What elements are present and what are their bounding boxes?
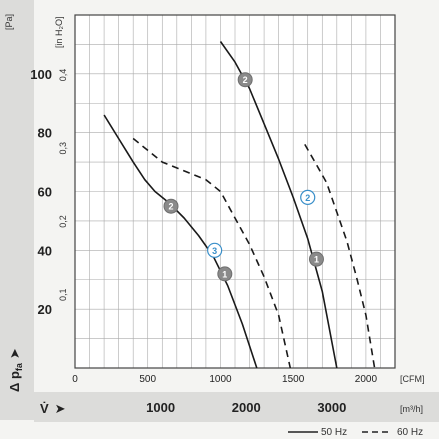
- marker-4: 2: [238, 73, 252, 87]
- y-secondary-tick-label: 0,2: [58, 215, 68, 228]
- marker-1: 1: [218, 267, 232, 281]
- y-tick-label: 60: [38, 185, 52, 200]
- x-secondary-tick-label: 1000: [146, 400, 175, 415]
- legend-label-dashed: 60 Hz: [397, 427, 423, 438]
- marker-6: 2: [301, 190, 315, 204]
- marker-label: 1: [222, 269, 227, 279]
- y-secondary-tick-label: 0,1: [58, 288, 68, 301]
- x-tick-label: 500: [139, 374, 156, 385]
- x-secondary-tick-label: 2000: [232, 400, 261, 415]
- marker-label: 2: [305, 193, 310, 203]
- x-tick-label: 1000: [209, 374, 232, 385]
- y-secondary-tick-label: 0,3: [58, 142, 68, 155]
- marker-label: 1: [314, 255, 319, 265]
- x-primary-unit: [CFM]: [400, 374, 425, 384]
- x-tick-label: 0: [72, 374, 78, 385]
- x-tick-label: 2000: [355, 374, 378, 385]
- y-tick-label: 100: [30, 67, 52, 82]
- y-secondary-unit: [in H₂O]: [54, 17, 64, 49]
- marker-5: 1: [309, 252, 323, 266]
- marker-2: 2: [164, 199, 178, 213]
- x-tick-label: 1500: [282, 374, 305, 385]
- x-secondary-unit: [m³/h]: [400, 404, 423, 414]
- marker-3: 3: [208, 243, 222, 257]
- y-tick-label: 40: [38, 243, 52, 258]
- y-tick-label: 80: [38, 126, 52, 141]
- marker-label: 3: [212, 246, 217, 256]
- y-primary-unit: [Pa]: [4, 14, 14, 30]
- marker-label: 2: [168, 202, 173, 212]
- y-tick-label: 20: [38, 302, 52, 317]
- legend-label-solid: 50 Hz: [321, 427, 347, 438]
- marker-label: 2: [243, 75, 248, 85]
- x-secondary-tick-label: 3000: [317, 400, 346, 415]
- y-secondary-tick-label: 0,4: [58, 69, 68, 82]
